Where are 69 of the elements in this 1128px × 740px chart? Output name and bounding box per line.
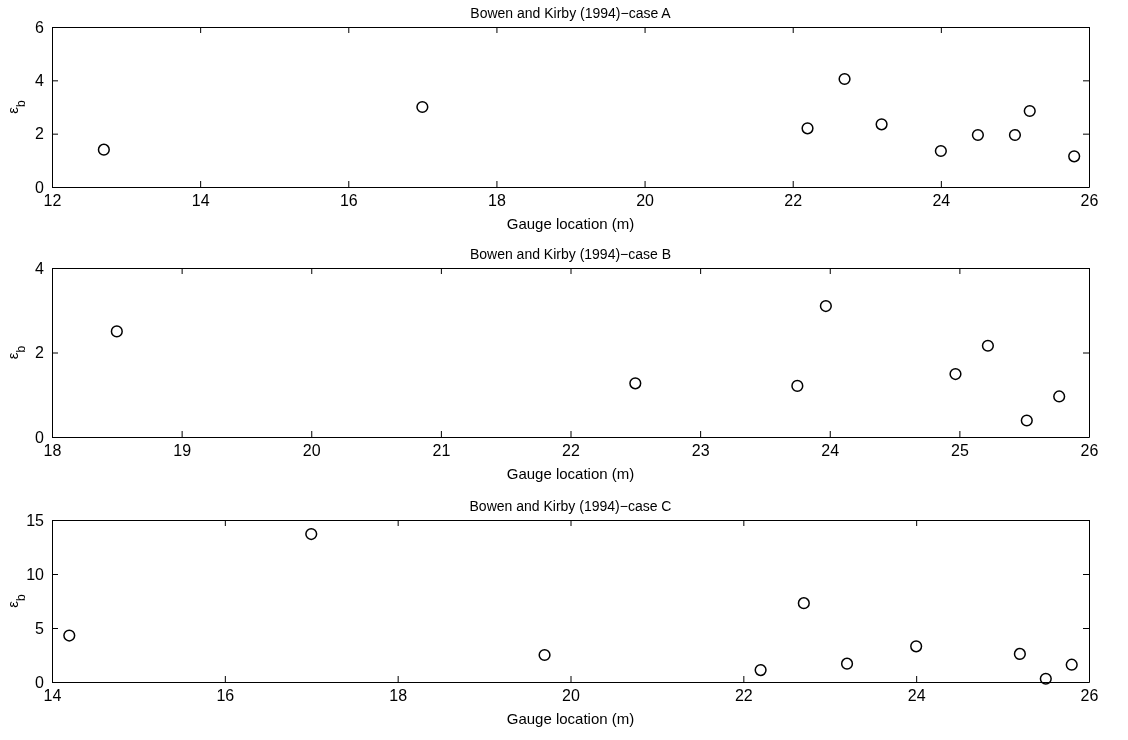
point: [910, 640, 923, 653]
y-tick-label: 2: [35, 344, 45, 362]
point: [110, 325, 123, 338]
point: [1053, 390, 1066, 403]
x-tick-label: 21: [432, 442, 451, 460]
x-axis-title: Gauge location (m): [506, 465, 635, 482]
point: [1039, 672, 1052, 685]
y-tick-label: 0: [35, 428, 45, 446]
y-tick-label: 2: [35, 125, 45, 143]
point: [305, 527, 318, 541]
point: [840, 657, 854, 670]
point: [875, 118, 888, 131]
point: [1008, 128, 1022, 142]
x-tick-label: 24: [821, 442, 840, 460]
point: [971, 128, 984, 142]
x-tick-label: 18: [389, 687, 408, 705]
point: [801, 122, 814, 135]
x-tick-label: 24: [907, 687, 926, 705]
x-tick-label: 19: [173, 442, 192, 460]
y-tick-label: 0: [35, 673, 45, 691]
x-tick-label: 16: [339, 192, 358, 210]
point: [934, 144, 947, 158]
point: [1023, 104, 1036, 118]
point: [538, 648, 551, 662]
x-tick-label: 18: [488, 192, 506, 210]
y-tick-label: 4: [35, 259, 45, 277]
x-tick-label: 16: [216, 687, 235, 705]
x-tick-label: 22: [784, 192, 803, 210]
x-tick-label: 14: [191, 192, 210, 210]
x-tick-label: 26: [1080, 192, 1099, 210]
point: [629, 377, 642, 390]
y-tick-label: 10: [26, 565, 45, 583]
point: [416, 100, 429, 114]
x-tick-label: 20: [636, 192, 655, 210]
point: [1013, 647, 1026, 661]
point: [949, 367, 962, 381]
y-tick-label: 5: [35, 619, 45, 637]
chart-title: Bowen and Kirby (1994)−case C: [469, 498, 672, 514]
x-tick-label: 20: [562, 687, 580, 705]
x-axis-title: Gauge location (m): [506, 215, 635, 232]
x-tick-label: 20: [302, 442, 321, 460]
x-tick-label: 22: [562, 442, 580, 460]
x-tick-label: 18: [43, 442, 62, 460]
point: [1068, 150, 1081, 163]
point: [1020, 414, 1033, 427]
y-tick-label: 6: [35, 18, 45, 36]
x-tick-label: 22: [734, 687, 753, 705]
point: [981, 339, 994, 352]
point: [1065, 658, 1078, 671]
point: [838, 72, 851, 86]
x-tick-label: 25: [950, 442, 969, 460]
point: [797, 597, 810, 610]
point: [97, 143, 110, 156]
y-tick-label: 4: [35, 71, 45, 89]
chart-title: Bowen and Kirby (1994)−case A: [470, 5, 672, 21]
x-tick-label: 24: [932, 192, 951, 210]
y-tick-label: 15: [26, 511, 45, 529]
x-tick-label: 14: [43, 687, 62, 705]
point: [63, 629, 76, 642]
chart-title: Bowen and Kirby (1994)−case B: [469, 246, 672, 262]
x-axis-title: Gauge location (m): [506, 710, 635, 727]
y-tick-label: 0: [35, 178, 45, 196]
point: [819, 299, 832, 313]
x-tick-label: 26: [1080, 442, 1099, 460]
point: [791, 379, 804, 392]
x-tick-label: 12: [43, 192, 62, 210]
point: [754, 664, 767, 677]
x-tick-label: 26: [1080, 687, 1099, 705]
x-tick-label: 23: [691, 442, 710, 460]
